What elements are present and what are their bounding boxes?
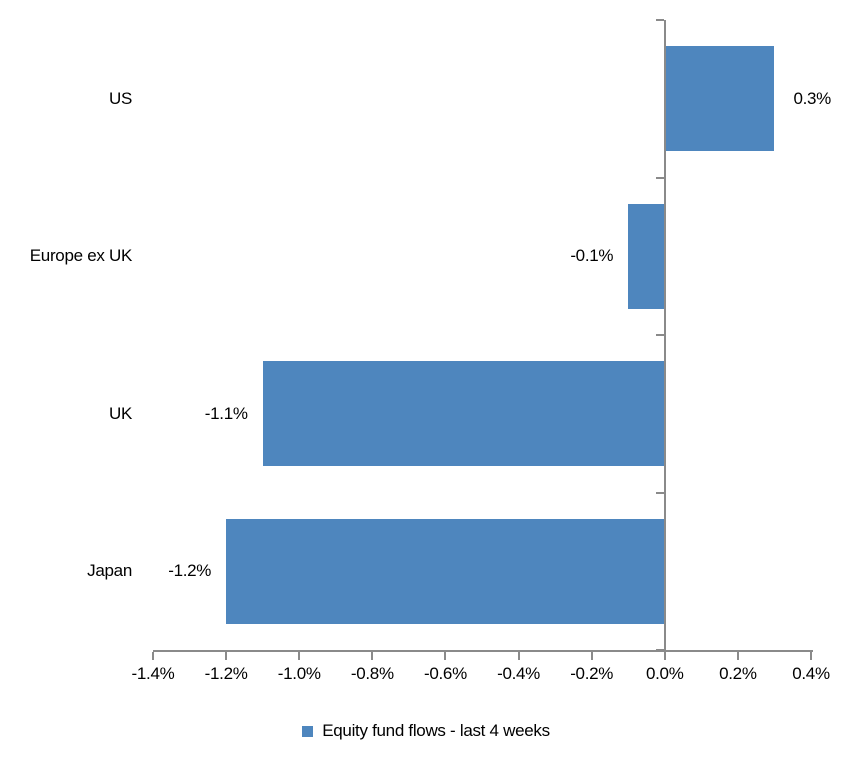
value-label-japan: -1.2% [168, 561, 212, 581]
x-tick-label-1: -1.2% [204, 664, 248, 683]
x-tick-label-9: 0.4% [792, 664, 830, 683]
legend: Equity fund flows - last 4 weeks [0, 721, 852, 741]
category-axis-line [663, 20, 666, 658]
legend-marker-square-icon [302, 725, 314, 737]
value-label-europe-ex-uk: -0.1% [570, 246, 614, 266]
value-axis-tick [590, 652, 593, 660]
category-label-uk: UK [108, 403, 132, 423]
value-axis-tick [444, 652, 447, 660]
value-axis-tick [663, 652, 666, 660]
x-tick-label-8: 0.2% [719, 664, 757, 683]
value-axis-tick [517, 652, 520, 660]
x-tick-label-6: -0.2% [570, 664, 614, 683]
legend-label: Equity fund flows - last 4 weeks [322, 721, 550, 740]
value-axis-tick [810, 652, 812, 660]
value-axis-tick [298, 652, 301, 660]
x-tick-label-0: -1.4% [131, 664, 175, 683]
x-tick-label-3: -0.8% [350, 664, 394, 683]
value-axis-tick [736, 652, 739, 660]
category-label-europe-ex-uk: Europe ex UK [29, 246, 133, 266]
category-axis-tick [655, 176, 664, 179]
x-tick-label-7: 0.0% [645, 664, 684, 683]
value-axis-tick [371, 652, 374, 660]
x-tick-label-4: -0.6% [423, 664, 467, 683]
value-axis-tick [152, 652, 154, 660]
category-label-japan: Japan [87, 561, 132, 581]
category-label-us: US [108, 88, 132, 108]
bar-japan [226, 518, 665, 624]
bar-uk [262, 361, 665, 467]
category-axis-tick [655, 491, 664, 494]
value-axis-tick [225, 652, 228, 660]
x-tick-label-5: -0.4% [497, 664, 541, 683]
category-axis-tick [655, 19, 664, 21]
legend-entry: Equity fund flows - last 4 weeks [302, 721, 550, 741]
x-tick-label-2: -1.0% [277, 664, 321, 683]
value-label-us: 0.3% [793, 88, 831, 108]
bar-us [664, 46, 775, 152]
category-axis-tick [655, 334, 664, 336]
value-label-uk: -1.1% [204, 403, 248, 423]
bar-europe-ex-uk [628, 203, 665, 309]
value-axis-line [153, 650, 813, 652]
